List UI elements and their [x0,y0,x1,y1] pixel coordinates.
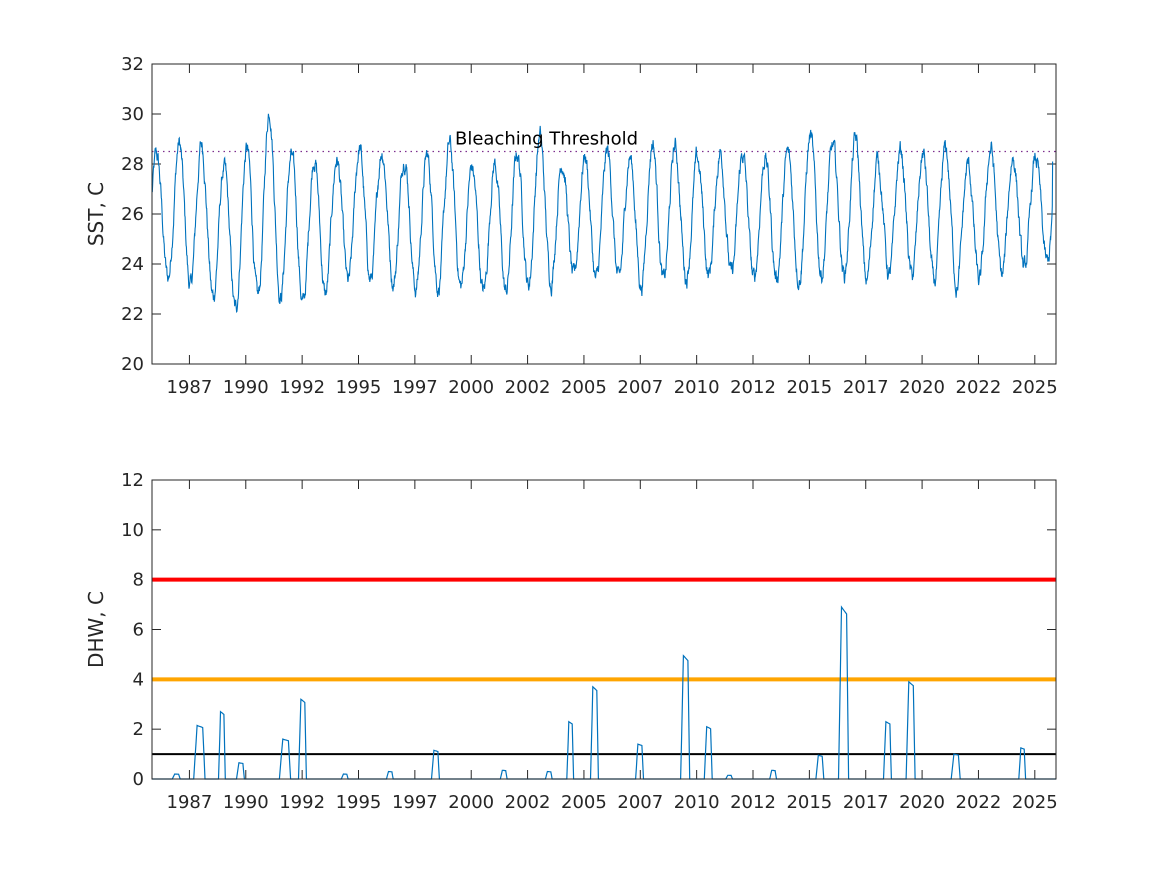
x-tick-label: 2022 [956,792,1002,813]
x-tick-label: 2010 [674,377,720,398]
dhw-reference-lines [152,577,1056,756]
sst-x-tick-labels: 1987 1990 1992 1995 1997 2000 2002 2005 2007 2010… [167,377,1058,398]
y-tick-label: 28 [121,154,144,175]
y-tick-label: 0 [133,769,144,790]
x-tick-label: 1997 [392,377,438,398]
dhw-axes: 0 2 4 6 8 10 12 1987 1990 1992 1995 1997 2000 2002 20… [84,470,1058,813]
x-tick-label: 1987 [167,792,213,813]
x-tick-label: 2025 [1012,377,1058,398]
x-tick-label: 1997 [392,792,438,813]
x-tick-label: 1992 [279,377,325,398]
y-tick-label: 10 [121,520,144,541]
y-tick-label: 32 [121,54,144,75]
sst-y-axis-label: SST, C [84,182,108,246]
y-tick-label: 24 [121,254,144,275]
x-tick-label: 2005 [561,377,607,398]
sst-series-line [151,113,1054,314]
x-tick-label: 2012 [730,377,776,398]
x-tick-label: 2007 [617,792,663,813]
x-tick-label: 2002 [505,377,551,398]
y-tick-label: 8 [133,570,144,591]
x-tick-label: 1995 [336,792,382,813]
dhw-y-tick-labels: 0 2 4 6 8 10 12 [121,470,144,790]
y-tick-label: 22 [121,304,144,325]
y-tick-label: 20 [121,354,144,375]
x-tick-label: 2010 [674,792,720,813]
y-tick-label: 6 [133,620,144,641]
x-tick-label: 2005 [561,792,607,813]
x-tick-label: 1987 [167,377,213,398]
dhw-y-axis-label: DHW, C [84,591,108,668]
x-tick-label: 1992 [279,792,325,813]
x-tick-label: 2000 [448,377,494,398]
y-tick-label: 12 [121,470,144,491]
x-tick-label: 2020 [899,377,945,398]
x-tick-label: 2002 [505,792,551,813]
dhw-axes-box [151,479,1057,780]
y-tick-label: 26 [121,204,144,225]
y-tick-label: 4 [133,669,144,690]
bleaching-threshold-label: Bleaching Threshold [455,129,638,150]
x-tick-label: 1995 [336,377,382,398]
y-tick-label: 30 [121,104,144,125]
x-tick-label: 2020 [899,792,945,813]
x-tick-label: 2025 [1012,792,1058,813]
x-tick-label: 2017 [843,377,889,398]
x-tick-label: 1990 [223,792,269,813]
x-tick-label: 2007 [617,377,663,398]
x-tick-label: 2015 [786,377,832,398]
y-tick-label: 2 [133,719,144,740]
dhw-plot-area [152,480,1056,779]
x-tick-label: 1990 [223,377,269,398]
x-tick-label: 2017 [843,792,889,813]
x-tick-label: 2022 [956,377,1002,398]
sst-y-tick-labels: 20 22 24 26 28 30 32 [121,54,144,375]
x-tick-label: 2012 [730,792,776,813]
sst-axes-box [151,63,1057,365]
dhw-x-tick-labels: 1987 1990 1992 1995 1997 2000 2002 2005 2007 2010… [167,792,1058,813]
sst-plot-area [152,64,1056,364]
x-tick-label: 2000 [448,792,494,813]
x-tick-label: 2015 [786,792,832,813]
